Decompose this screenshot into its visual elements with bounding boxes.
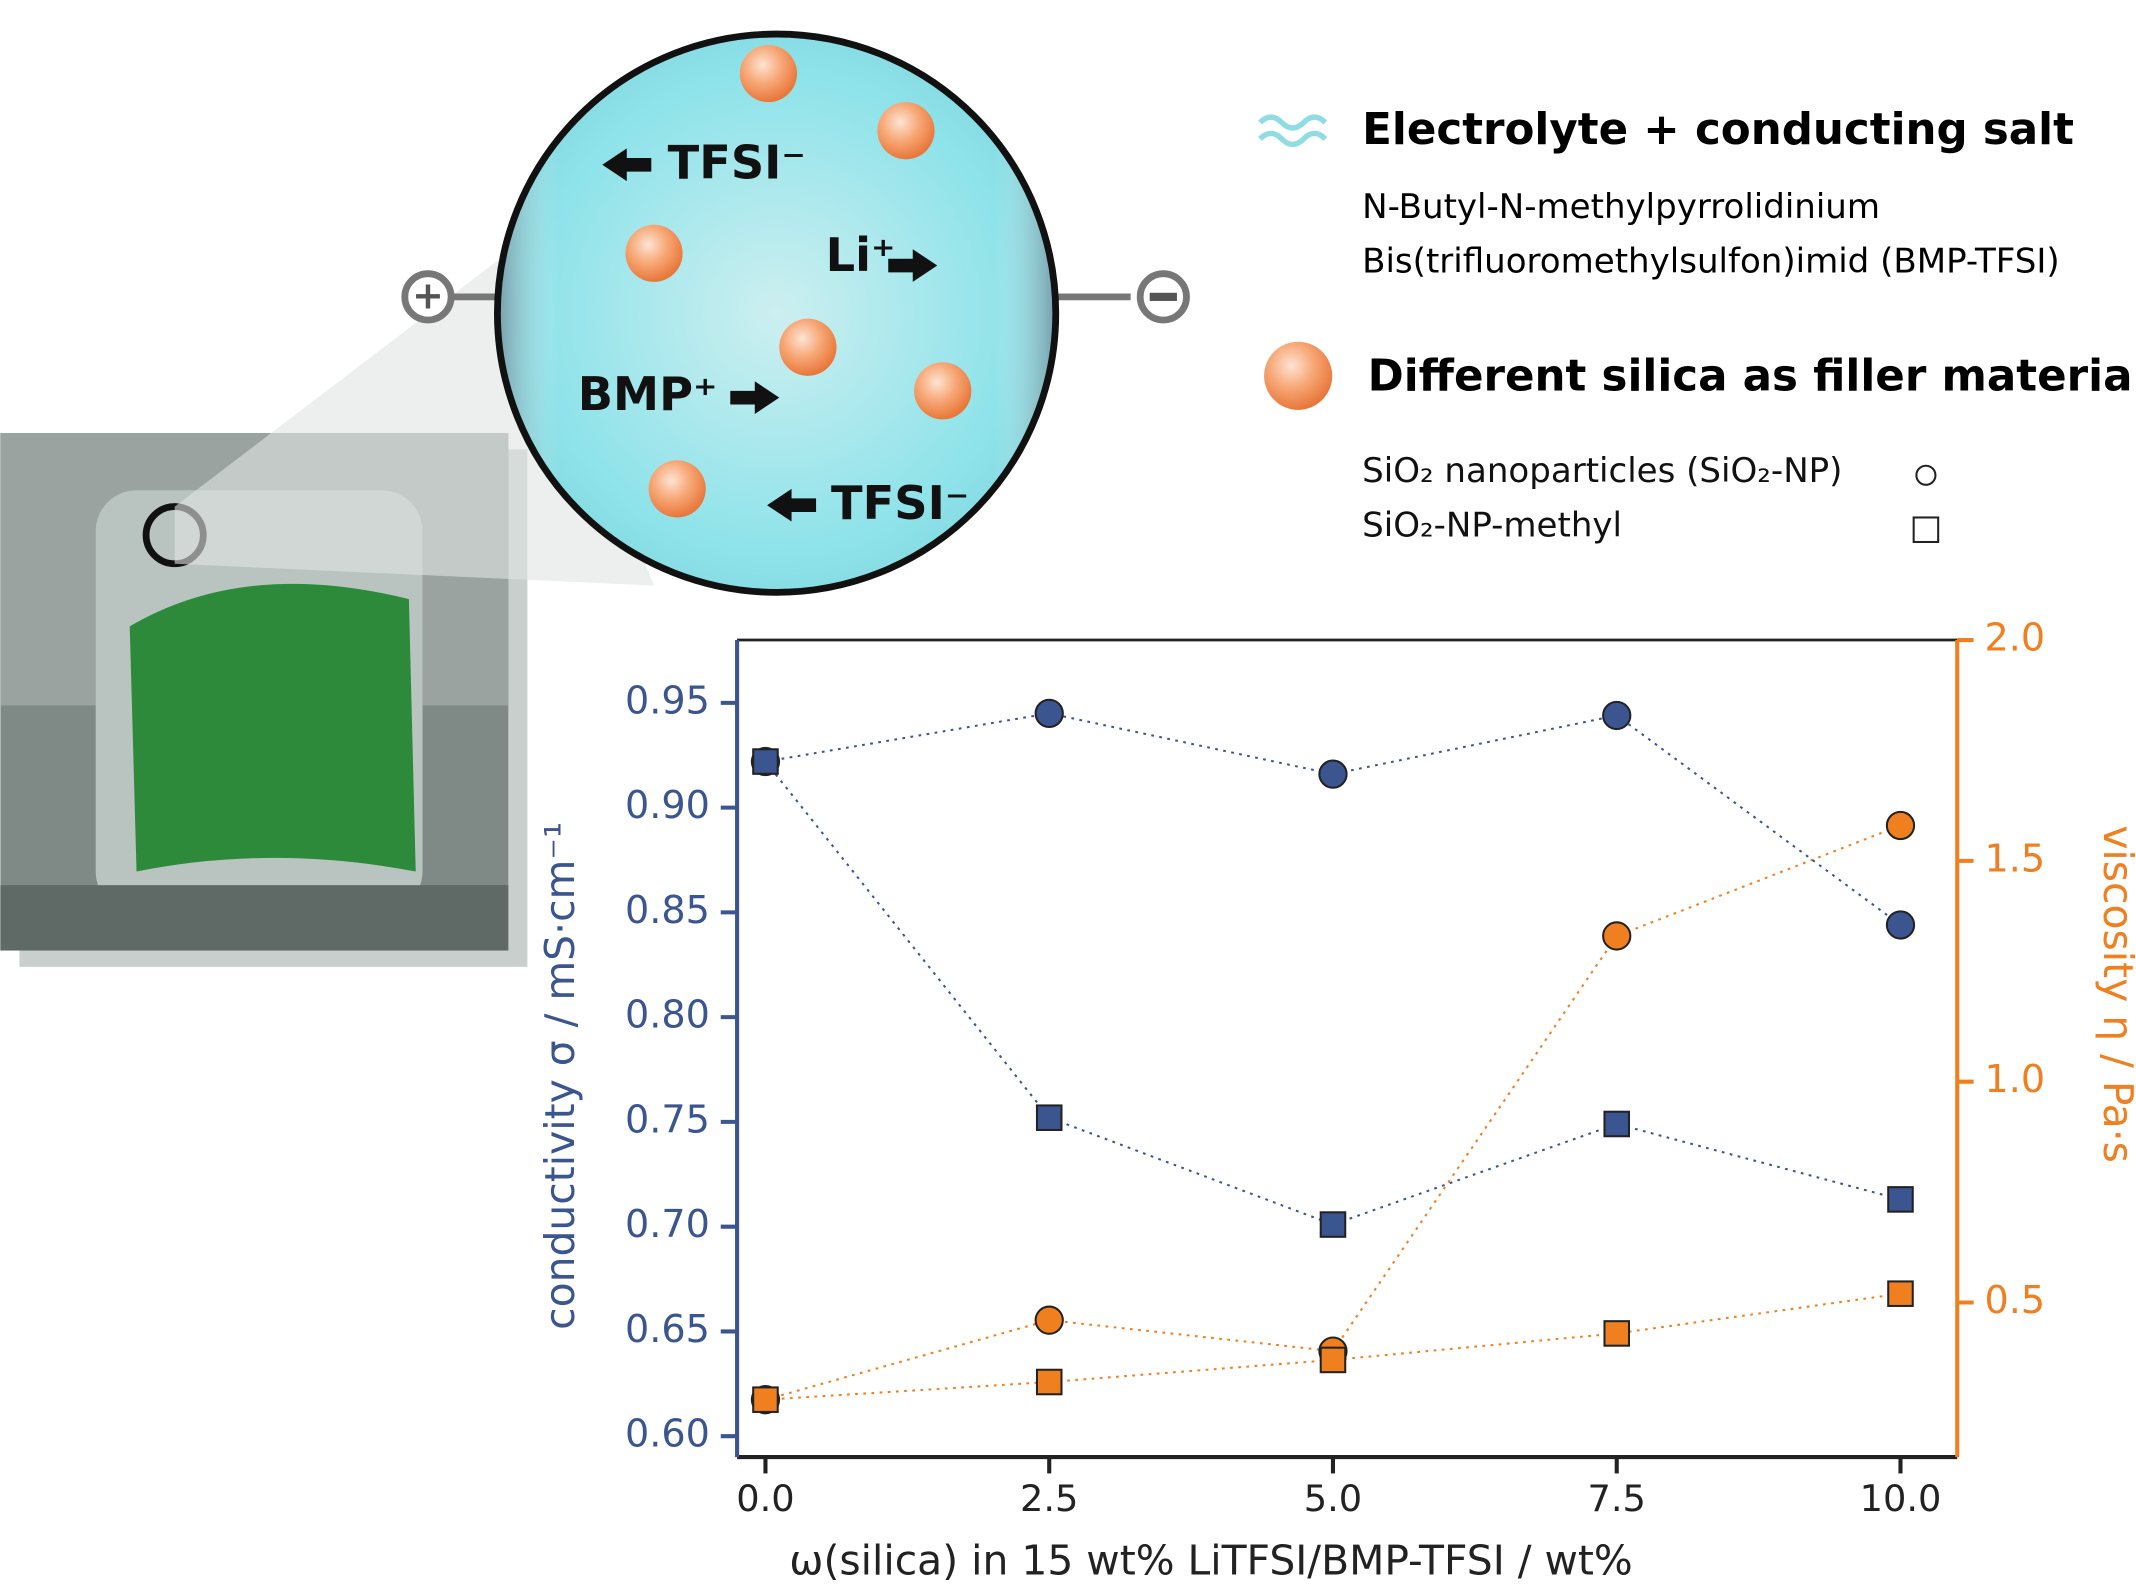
data-point [1602, 921, 1632, 951]
y-tick-label: 0.60 [625, 1412, 710, 1456]
x-tick-label: 7.5 [1588, 1477, 1646, 1520]
diagram-legend: Electrolyte + conducting salt N-Butyl-N-… [1258, 105, 2136, 410]
legend-marker [1912, 516, 1940, 544]
y-tick-label: 0.90 [625, 783, 710, 827]
data-point [1885, 910, 1916, 940]
data-point [1885, 810, 1916, 841]
svg-text:+: + [412, 274, 444, 318]
x-axis-label: ω(silica) in 15 wt% LiTFSI/BMP-TFSI / wt… [789, 1536, 1632, 1584]
data-point [1035, 1368, 1063, 1396]
legend-label: SiO₂ nanoparticles (SiO₂-NP) [1362, 451, 1842, 491]
x-tick-label: 2.5 [1020, 1477, 1078, 1520]
data-point [1602, 700, 1632, 731]
data-point [1319, 1346, 1347, 1374]
data-point [752, 1386, 779, 1413]
y-axis-label: conductivity σ / mS·cm⁻¹ [536, 822, 584, 1330]
x-tick-label: 10.0 [1860, 1477, 1942, 1520]
x-tick-label: 5.0 [1304, 1477, 1362, 1520]
y-tick-label: 0.75 [625, 1097, 710, 1141]
data-point [1318, 759, 1348, 789]
data-point [1034, 1305, 1064, 1335]
ion-label: BMP⁺ [578, 367, 718, 421]
y2-tick-label: 2.0 [1984, 616, 2045, 660]
legend-desc: Bis(trifluoromethylsulfon)imid (BMP-TFSI… [1362, 241, 2060, 281]
y2-axis-label: viscosity η / Pa·s [2094, 825, 2136, 1163]
ion-label: TFSI⁻ [831, 476, 969, 530]
y-tick-label: 0.85 [625, 888, 710, 932]
y2-tick-label: 1.5 [1984, 836, 2045, 880]
data-point [1603, 1110, 1631, 1138]
legend-desc: N-Butyl-N-methylpyrrolidinium [1362, 187, 1880, 227]
data-point [752, 748, 779, 775]
data-point [1319, 1211, 1347, 1238]
legend-title: Electrolyte + conducting salt [1362, 105, 2074, 155]
ion-label: TFSI⁻ [668, 136, 806, 190]
legend-label: SiO₂-NP-methyl [1362, 506, 1622, 546]
series-line [765, 712, 1902, 926]
y2-tick-label: 1.0 [1984, 1057, 2045, 1101]
y-tick-label: 0.95 [625, 678, 710, 722]
x-tick-label: 0.0 [736, 1477, 794, 1520]
y2-tick-label: 0.5 [1984, 1278, 2045, 1322]
zoom: + TFSI⁻ Li⁺ BMP⁺ TFSI⁻ [401, 30, 1190, 596]
legend-title: Different silica as filler materials [1368, 352, 2136, 402]
ion-label: Li⁺ [826, 228, 896, 282]
data-point [1034, 698, 1064, 728]
series-line [765, 824, 1901, 1401]
legend-marker [1915, 464, 1937, 486]
y-tick-label: 0.65 [625, 1307, 710, 1351]
series-line [764, 760, 1901, 1226]
y-tick-label: 0.80 [625, 993, 710, 1037]
y-tick-label: 0.70 [625, 1202, 710, 1246]
data-point [1887, 1280, 1914, 1307]
data-point [1035, 1104, 1063, 1131]
series-line [765, 1292, 1901, 1401]
data-point [1887, 1186, 1914, 1213]
data-point [1603, 1320, 1631, 1347]
